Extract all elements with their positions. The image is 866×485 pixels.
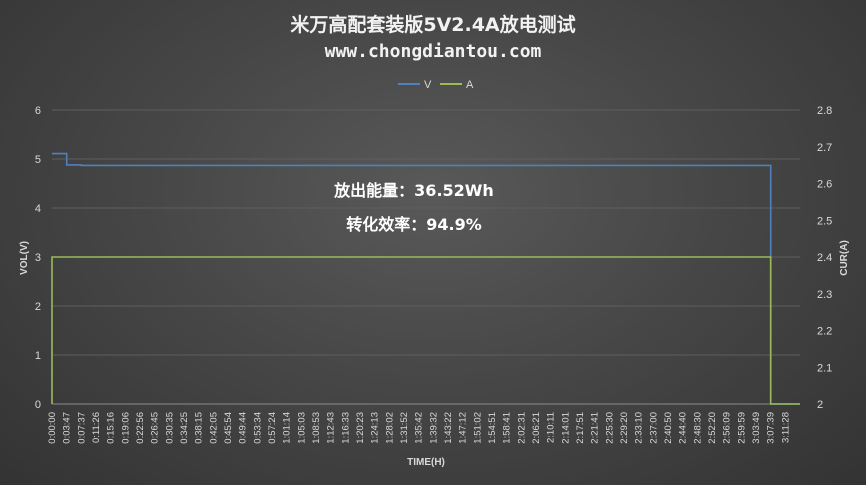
x-tick-label: 0:57:24	[267, 412, 278, 444]
x-tick-label: 0:42:05	[208, 412, 219, 444]
x-tick-label: 1:43:22	[443, 412, 454, 444]
x-tick-label: 0:22:56	[135, 412, 146, 444]
x-tick-label: 2:48:30	[692, 412, 703, 444]
x-tick-label: 0:30:35	[164, 412, 175, 444]
y-left-tick-label: 5	[35, 154, 41, 166]
y-right-tick-label: 2.4	[817, 252, 832, 264]
x-tick-label: 3:03:49	[751, 412, 762, 444]
annotation-energy: 放出能量：36.52Wh	[333, 181, 494, 200]
y-right-tick-label: 2.8	[817, 105, 832, 117]
x-tick-label: 2:59:59	[736, 412, 747, 444]
y-axis-left-ticks: 0 1 2 3 4 5 6	[35, 105, 41, 411]
x-tick-label: 0:26:45	[150, 412, 161, 444]
x-tick-label: 2:52:20	[707, 412, 718, 444]
y-axis-left-label: VOL(V)	[19, 241, 30, 275]
y-right-tick-label: 2.2	[817, 326, 832, 338]
x-tick-label: 2:17:51	[575, 412, 586, 444]
y-right-tick-label: 2.3	[817, 289, 832, 301]
x-tick-label: 0:00:00	[47, 412, 58, 444]
chart-subtitle: www.chongdiantou.com	[325, 41, 542, 62]
x-tick-label: 2:21:41	[590, 412, 601, 444]
y-left-tick-label: 0	[35, 399, 41, 411]
y-right-tick-label: 2	[817, 399, 823, 411]
x-tick-label: 2:29:20	[619, 412, 630, 444]
x-tick-label: 1:39:32	[428, 412, 439, 444]
y-left-tick-label: 4	[35, 203, 41, 215]
x-tick-label: 1:31:52	[399, 412, 410, 444]
x-tick-label: 1:51:02	[472, 412, 483, 444]
y-right-tick-label: 2.5	[817, 215, 832, 227]
y-right-tick-label: 2.7	[817, 142, 832, 154]
x-tick-label: 2:33:10	[634, 412, 645, 444]
annotation-efficiency: 转化效率：94.9%	[346, 215, 482, 234]
x-tick-label: 2:14:01	[560, 412, 571, 444]
y-right-tick-label: 2.1	[817, 362, 832, 374]
x-tick-label: 1:05:03	[296, 412, 307, 444]
x-tick-label: 0:19:06	[120, 412, 131, 444]
x-tick-label: 0:53:34	[252, 412, 263, 444]
x-tick-label: 0:07:37	[76, 412, 87, 444]
x-tick-label: 0:15:16	[106, 412, 117, 444]
x-tick-label: 1:24:13	[370, 412, 381, 444]
x-tick-label: 0:45:54	[223, 412, 234, 444]
x-tick-label: 1:47:12	[458, 412, 469, 444]
x-tick-label: 2:56:09	[722, 412, 733, 444]
x-tick-label: 0:11:26	[91, 412, 102, 443]
x-tick-label: 2:25:30	[604, 412, 615, 444]
x-tick-label: 0:38:15	[194, 412, 205, 444]
y-left-tick-label: 2	[35, 301, 41, 313]
x-tick-label: 2:37:00	[648, 412, 659, 444]
x-tick-label: 2:10:11	[546, 412, 557, 443]
series-lines	[51, 152, 800, 405]
y-left-tick-label: 1	[35, 350, 41, 362]
x-tick-label: 2:44:40	[678, 412, 689, 444]
y-left-tick-label: 3	[35, 252, 41, 264]
x-tick-label: 1:35:42	[414, 412, 425, 444]
x-tick-label: 1:54:51	[487, 412, 498, 444]
chart-title: 米万高配套装版5V2.4A放电测试	[290, 13, 575, 36]
x-tick-label: 1:01:14	[282, 412, 293, 444]
legend-label-A: A	[466, 79, 474, 91]
series-line-V	[52, 152, 800, 405]
x-tick-label: 0:49:44	[238, 412, 249, 444]
x-tick-label: 2:02:31	[516, 412, 527, 444]
x-tick-label: 1:08:53	[311, 412, 322, 444]
series-line-A	[51, 256, 800, 405]
x-tick-label: 1:20:23	[355, 412, 366, 444]
x-tick-label: 1:12:43	[326, 412, 337, 444]
x-tick-label: 0:34:25	[179, 412, 190, 444]
y-left-tick-label: 6	[35, 105, 41, 117]
x-tick-label: 1:16:33	[340, 412, 351, 444]
y-axis-right-ticks: 2 2.1 2.2 2.3 2.4 2.5 2.6 2.7 2.8	[817, 105, 832, 411]
x-tick-label: 3:11:28	[780, 412, 791, 443]
x-axis-ticks: 0:00:00 0:03:47 0:07:37 0:11:26 0:15:16 0:19:…	[47, 412, 791, 444]
x-tick-label: 1:58:41	[502, 412, 513, 444]
x-tick-label: 2:06:21	[531, 412, 542, 444]
x-tick-label: 3:07:39	[766, 412, 777, 444]
x-tick-label: 1:28:02	[384, 412, 395, 444]
x-axis-label: TIME(H)	[407, 457, 445, 468]
x-tick-label: 2:40:50	[663, 412, 674, 444]
y-right-tick-label: 2.6	[817, 179, 832, 191]
x-tick-label: 0:03:47	[62, 412, 73, 444]
y-axis-right-label: CUR(A)	[839, 240, 850, 276]
legend-label-V: V	[424, 79, 432, 91]
